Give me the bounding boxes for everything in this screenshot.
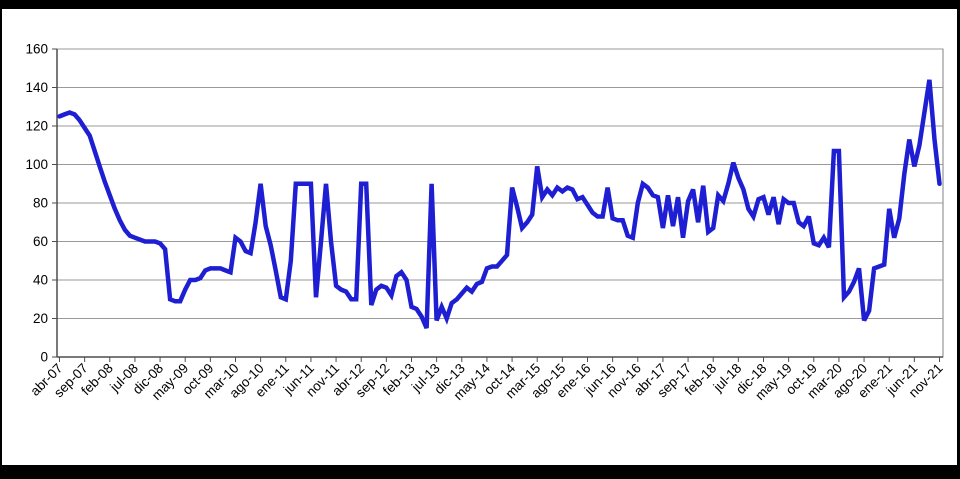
data-line	[57, 79, 942, 329]
chart-panel	[2, 9, 957, 465]
y-axis-label: 60	[33, 234, 48, 249]
y-axis-label: 160	[25, 42, 48, 57]
y-axis-label: 0	[40, 350, 48, 365]
y-axis-label: 40	[33, 273, 48, 288]
y-axis-label: 20	[33, 311, 48, 326]
y-axis-label: 80	[33, 196, 48, 211]
y-axis-label: 140	[25, 80, 48, 95]
y-axis-label: 120	[25, 119, 48, 134]
y-axis-label: 100	[25, 157, 48, 172]
